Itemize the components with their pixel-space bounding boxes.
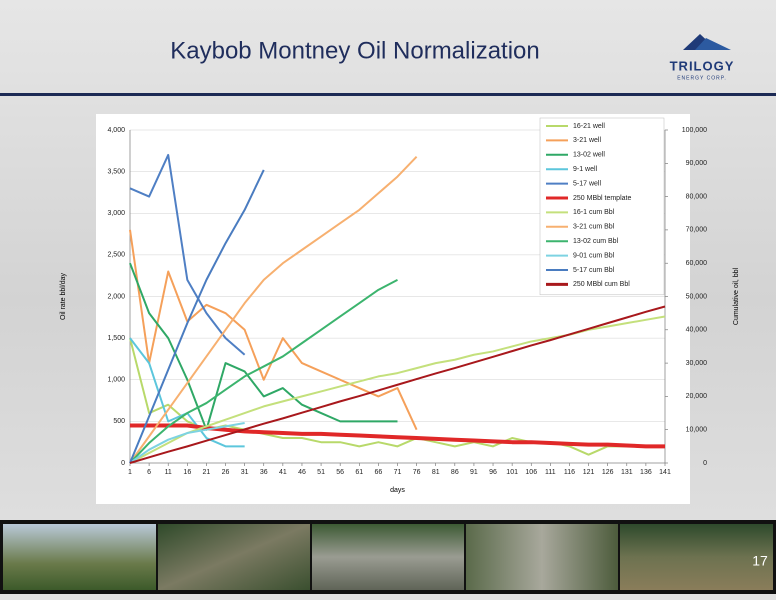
y-tick-label: 500 [113, 418, 125, 425]
y2-tick-label: 60,000 [686, 260, 708, 267]
series-line [129, 153, 246, 356]
legend-label: 3-21 well [573, 137, 601, 144]
y-tick-label: 2,000 [107, 293, 125, 300]
x-tick-label: 46 [298, 469, 306, 476]
y-tick-label: 2,500 [107, 252, 125, 259]
x-tick-label: 71 [394, 469, 402, 476]
x-tick-label: 101 [506, 469, 518, 476]
x-tick-label: 56 [336, 469, 344, 476]
page-number: 17 [752, 553, 768, 569]
x-tick-label: 111 [545, 469, 556, 476]
legend-label: 16-1 cum Bbl [573, 209, 615, 216]
x-tick-label: 6 [147, 469, 151, 476]
series-line [129, 169, 265, 464]
y-tick-label: 3,000 [107, 210, 125, 217]
legend-label: 9-01 cum Bbl [573, 252, 615, 259]
y2-tick-label: 10,000 [686, 427, 708, 434]
chart: 0 500 1,000 1,500 2,000 2,500 3,000 3,500 4,000 0… [60, 117, 740, 494]
y-tick-label: 1,500 [107, 335, 125, 342]
photo [3, 524, 156, 590]
y2-tick-label: 30,000 [686, 360, 708, 367]
series-line [129, 305, 666, 464]
x-tick-label: 21 [203, 469, 211, 476]
x-tick-label: 91 [470, 469, 478, 476]
legend-label: 13-02 well [573, 152, 605, 159]
x-tick-label: 121 [583, 469, 595, 476]
legend-box [539, 117, 665, 296]
x-tick-label: 131 [621, 469, 633, 476]
x-axis-title: days [390, 487, 405, 494]
legend-label: 16-21 well [573, 123, 605, 130]
y-tick-label: 0 [121, 460, 125, 467]
y2-tick-label: 80,000 [686, 193, 708, 200]
legend-label: 13-02 cum Bbl [573, 238, 619, 245]
x-tick-label: 41 [279, 469, 287, 476]
photo [312, 524, 464, 590]
x-tick-label: 81 [432, 469, 440, 476]
y-tick-label: 4,000 [107, 127, 125, 134]
x-tick-label: 66 [374, 469, 382, 476]
y2-tick-label: 20,000 [686, 393, 708, 400]
x-tick-label: 31 [241, 469, 249, 476]
legend-label: 3-21 cum Bbl [573, 224, 615, 231]
x-tick-label: 16 [183, 469, 191, 476]
x-tick-label: 61 [355, 469, 363, 476]
logo-mark [695, 38, 731, 50]
y2-tick-label: 50,000 [686, 293, 708, 300]
photo-strip: 17 [0, 520, 776, 594]
legend-label: 5-17 cum Bbl [573, 267, 615, 274]
legend-label: 5-17 well [573, 180, 601, 187]
photo [158, 524, 310, 590]
x-tick-label: 86 [451, 469, 459, 476]
y-tick-label: 1,000 [107, 377, 125, 384]
x-tick-label: 141 [659, 469, 671, 476]
logo-text: TRILOGY [670, 58, 735, 73]
series-line [129, 155, 418, 464]
series-line [129, 422, 245, 464]
x-tick-label: 96 [489, 469, 497, 476]
photo [466, 524, 618, 590]
series-line [129, 278, 398, 464]
header-rule [0, 93, 776, 96]
photo [620, 524, 773, 590]
x-tick-label: 126 [602, 469, 614, 476]
x-tick-label: 136 [640, 469, 652, 476]
y2-tick-label: 0 [703, 460, 707, 467]
x-tick-label: 116 [564, 469, 575, 476]
x-tick-label: 51 [317, 469, 325, 476]
y2-tick-label: 70,000 [686, 227, 708, 234]
legend-label: 250 MBbl cum Bbl [573, 281, 630, 288]
x-tick-label: 26 [222, 469, 230, 476]
x-tick-label: 36 [260, 469, 268, 476]
legend: 16-21 well 3-21 well 13-02 well 9-1 well 5-1… [539, 117, 665, 296]
slide-title: Kaybob Montney Oil Normalization [170, 37, 540, 64]
logo-subtitle: ENERGY CORP. [677, 75, 727, 81]
legend-label: 250 MBbl template [573, 195, 631, 202]
y2-tick-label: 40,000 [686, 327, 708, 334]
y-tick-label: 3,500 [107, 168, 125, 175]
y-axis-title: Oil rate bbl/day [60, 272, 67, 320]
x-tick-label: 1 [128, 469, 132, 476]
y2-tick-label: 100,000 [682, 127, 707, 134]
y2-axis-title: Cumulative oil, bbl [733, 267, 740, 325]
y2-tick-label: 90,000 [686, 160, 708, 167]
x-tick-label: 11 [165, 469, 172, 476]
series-line [130, 423, 665, 449]
legend-label: 9-1 well [573, 166, 598, 173]
x-tick-label: 76 [413, 469, 421, 476]
x-tick-label: 106 [525, 469, 537, 476]
logo: TRILOGY ENERGY CORP. [670, 34, 735, 81]
